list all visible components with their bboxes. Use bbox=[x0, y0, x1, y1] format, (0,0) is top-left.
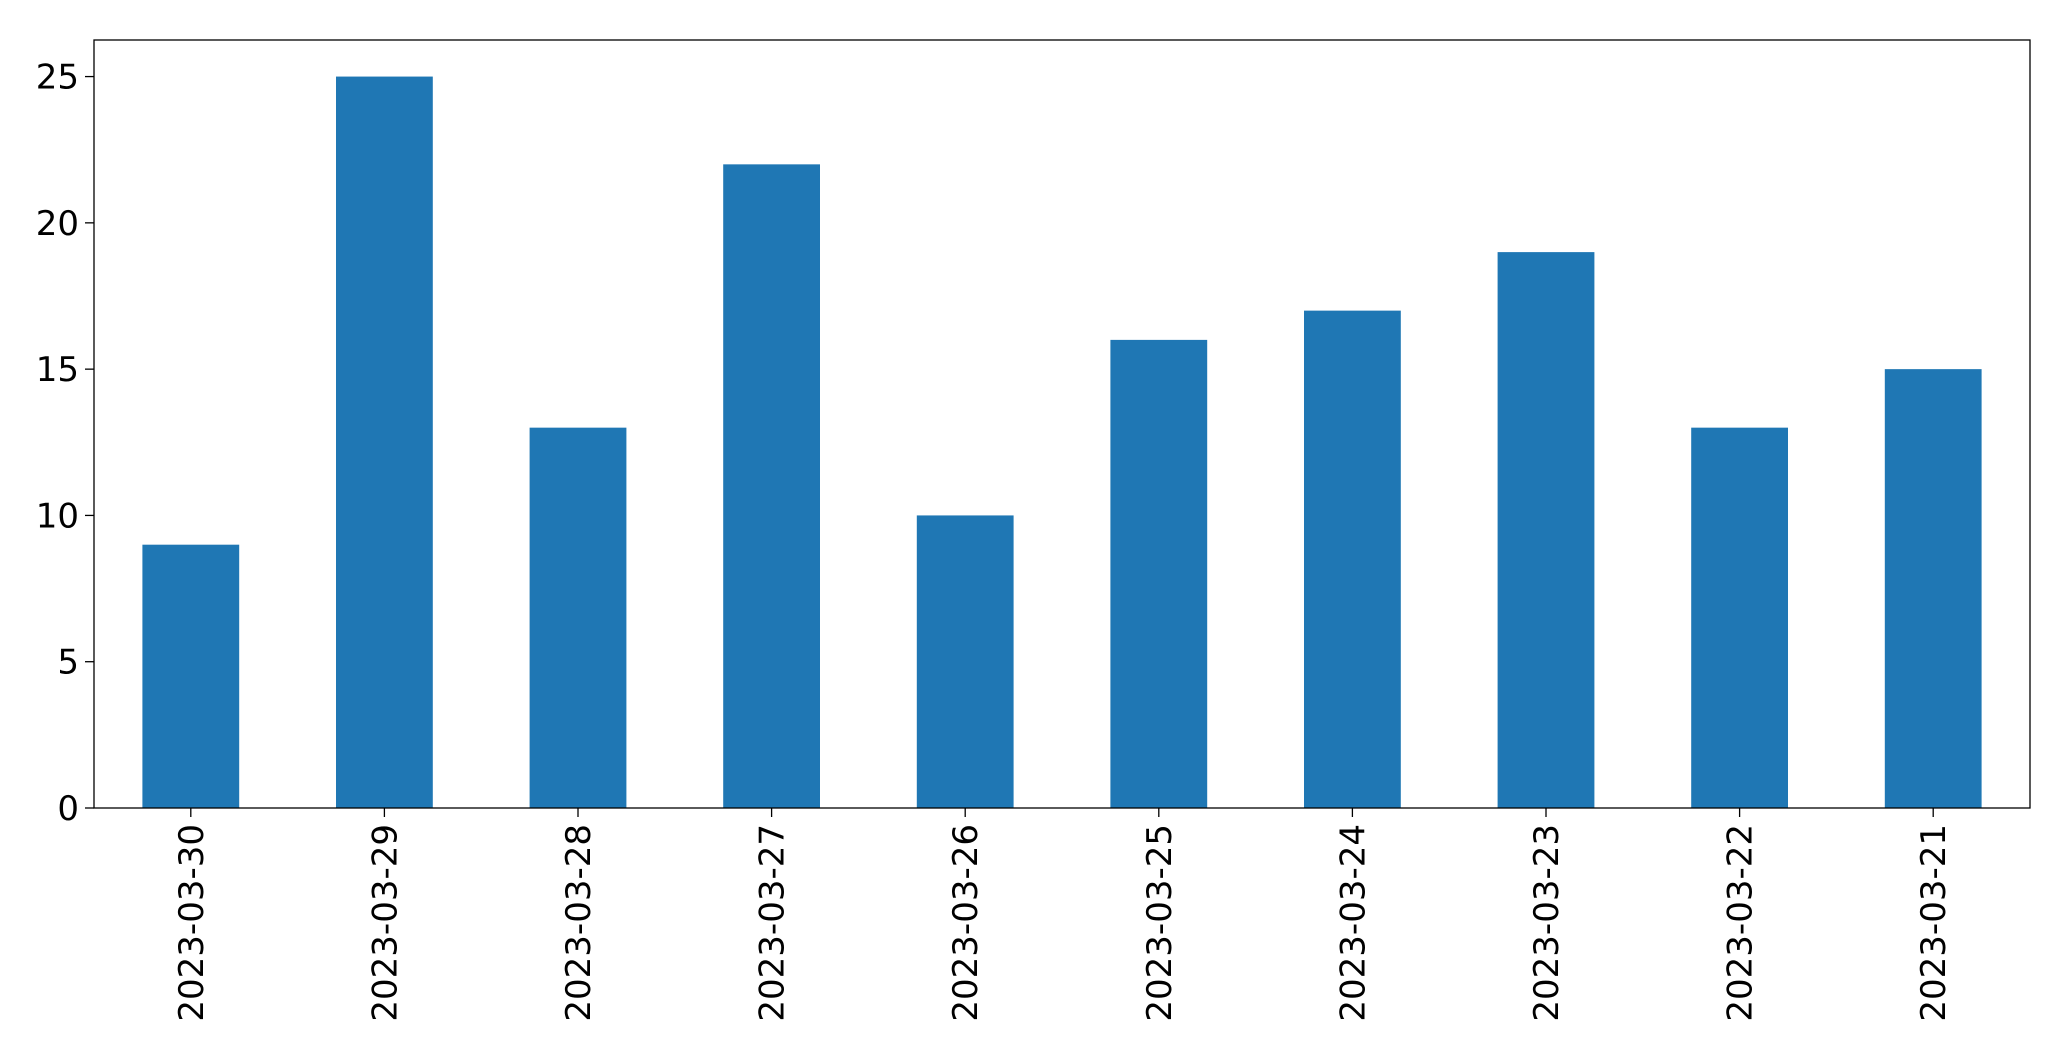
x-tick-label: 2023-03-26 bbox=[946, 824, 986, 1022]
x-tick-label: 2023-03-27 bbox=[753, 824, 793, 1022]
x-tick-label: 2023-03-28 bbox=[559, 824, 599, 1022]
bar bbox=[1884, 369, 1982, 808]
y-tick-label: 20 bbox=[36, 204, 79, 244]
bar bbox=[1497, 252, 1595, 809]
x-tick-label: 2023-03-21 bbox=[1914, 824, 1954, 1022]
x-tick-label: 2023-03-24 bbox=[1333, 824, 1373, 1022]
bar bbox=[723, 164, 820, 809]
y-tick-label: 10 bbox=[36, 496, 79, 536]
plot-frame bbox=[93, 39, 2031, 809]
y-tick-label: 5 bbox=[57, 643, 79, 683]
x-tick-label: 2023-03-22 bbox=[1721, 824, 1761, 1022]
bar bbox=[1691, 427, 1788, 808]
bar bbox=[529, 427, 627, 808]
bar bbox=[1110, 339, 1208, 808]
y-tick-label: 0 bbox=[57, 789, 79, 829]
y-tick-label: 15 bbox=[36, 350, 79, 390]
y-tick-label: 25 bbox=[36, 58, 79, 98]
bar bbox=[1304, 310, 1401, 808]
x-tick-label: 2023-03-23 bbox=[1527, 824, 1567, 1022]
x-tick-label: 2023-03-29 bbox=[365, 824, 405, 1022]
x-tick-label: 2023-03-25 bbox=[1140, 824, 1180, 1022]
bar bbox=[336, 76, 433, 809]
bar bbox=[916, 515, 1014, 808]
x-tick-label: 2023-03-30 bbox=[172, 824, 212, 1022]
bar bbox=[142, 544, 240, 808]
